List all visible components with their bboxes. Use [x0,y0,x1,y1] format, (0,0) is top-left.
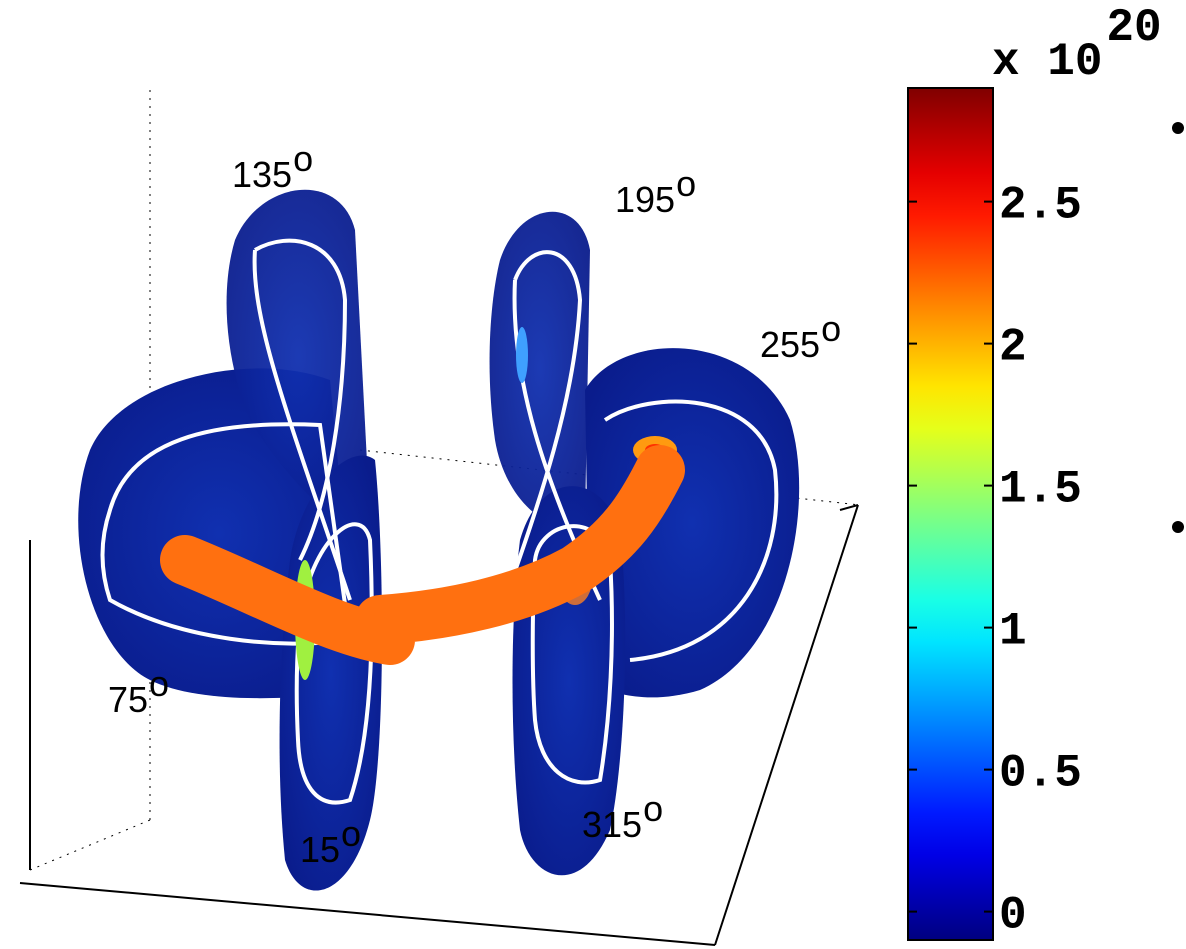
angle-label: 75 [108,679,148,720]
colorbar-tick-label: 1 [999,606,1027,658]
angle-label: 135 [232,154,292,195]
angle-label-sup: o [341,813,361,854]
angle-label: 255 [760,324,820,365]
angle-label-sup: o [676,163,696,204]
section-195 [489,211,590,526]
colorbar [907,87,994,941]
angle-label-sup: o [821,308,841,349]
colorbar-tick-label: 0 [999,890,1027,942]
section-255 [585,348,800,698]
colorbar-multiplier: x 10 [992,36,1102,88]
angle-label: 195 [615,179,675,220]
angle-label-sup: o [293,138,313,179]
bullet [1172,122,1184,134]
angle-label-sup: o [149,663,169,704]
angle-label: 15 [300,829,340,870]
angle-label: 315 [582,804,642,845]
colorbar-exponent: 20 [1106,2,1161,54]
colorbar-tick-label: 0.5 [999,748,1082,800]
colorbar-tick-label: 2 [999,322,1027,374]
colorbar-tick-label: 1.5 [999,464,1082,516]
angle-label-sup: o [643,788,663,829]
bullet [1172,521,1184,533]
colorbar-tick-label: 2.5 [999,180,1082,232]
flux-tube [160,445,685,665]
